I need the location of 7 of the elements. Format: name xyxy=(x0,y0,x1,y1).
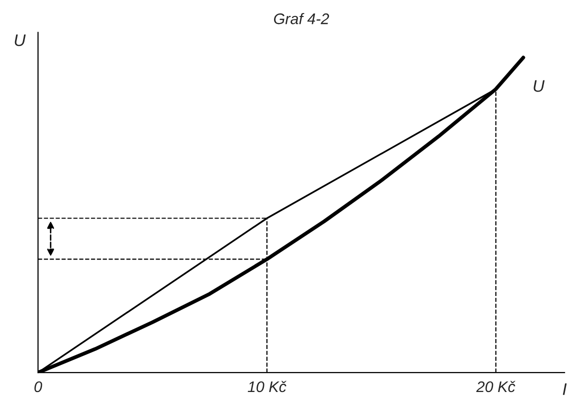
x-tick-label: 10 Kč xyxy=(248,380,286,392)
x-axis-title: I xyxy=(562,383,567,395)
x-tick-label: 0 xyxy=(34,381,42,392)
annotation: U xyxy=(534,80,545,92)
chart-title: Graf 4-2 xyxy=(274,12,330,24)
x-tick-label: 20 Kč xyxy=(476,380,516,392)
y-axis-title: U xyxy=(14,34,26,46)
